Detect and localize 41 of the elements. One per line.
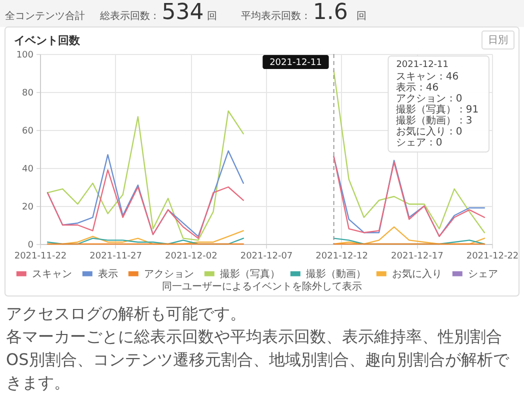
legend-label: 表示	[98, 268, 118, 280]
text: 同一ユーザーによるイベントを除外して表示	[162, 280, 362, 292]
text: 全コンテンツ合計	[5, 10, 85, 22]
text: 各マーカーごとに総表示回数や平均表示回数、表示維持率、性別割合OS別割合、コンテンツ遷移元割合、地域別割合、趣向別割合が解析できます。	[6, 327, 510, 392]
text: 1.6	[312, 0, 348, 25]
annotation: 表示 : 46	[396, 82, 439, 94]
annotation: お気に入り : 0	[396, 126, 462, 138]
annotation: 撮影（動画） : 3	[396, 114, 472, 126]
x-tick-label: 2021-11-27	[90, 252, 142, 262]
legend-label: 撮影（写真）	[220, 268, 280, 280]
x-tick-label: 2021-12-17	[391, 252, 444, 262]
legend-label: シェア	[468, 268, 498, 280]
y-tick-label: 80	[22, 88, 34, 98]
text: 平均表示回数 :	[241, 10, 308, 22]
y-tick-label: 0	[28, 240, 34, 250]
y-tick-label: 20	[22, 202, 34, 212]
annotation: 2021-12-11	[396, 60, 449, 70]
annotation: スキャン : 46	[396, 72, 459, 82]
x-tick-label: 2021-11-22	[14, 252, 67, 262]
legend-label: スキャン	[32, 268, 72, 280]
annotation: シェア : 0	[396, 138, 442, 148]
chart-title: イベント回数	[14, 34, 81, 47]
text: 日別	[488, 35, 508, 46]
text: 総表示回数 :	[99, 10, 157, 22]
annotation: 撮影（写真） : 91	[396, 104, 479, 116]
x-tick-label: 2021-12-02	[165, 252, 218, 262]
x-tick-label: 2021-12-22	[466, 252, 519, 262]
legend-label: お気に入り	[392, 268, 442, 280]
legend-label: 撮影（動画）	[306, 268, 366, 280]
y-tick-label: 40	[22, 164, 34, 174]
text: 回	[207, 11, 218, 22]
y-tick-label: 60	[22, 126, 34, 136]
y-tick-label: 100	[16, 50, 34, 60]
legend-label: アクション	[144, 268, 194, 280]
annotation: アクション : 0	[396, 94, 462, 104]
text: 回	[356, 11, 366, 22]
ref-line-label: 2021-12-11	[270, 58, 322, 68]
text: アクセスログの解析も可能です。	[6, 304, 246, 323]
x-tick-label: 2021-12-12	[316, 252, 368, 262]
text: 534	[162, 0, 204, 25]
x-tick-label: 2021-12-07	[240, 252, 293, 262]
